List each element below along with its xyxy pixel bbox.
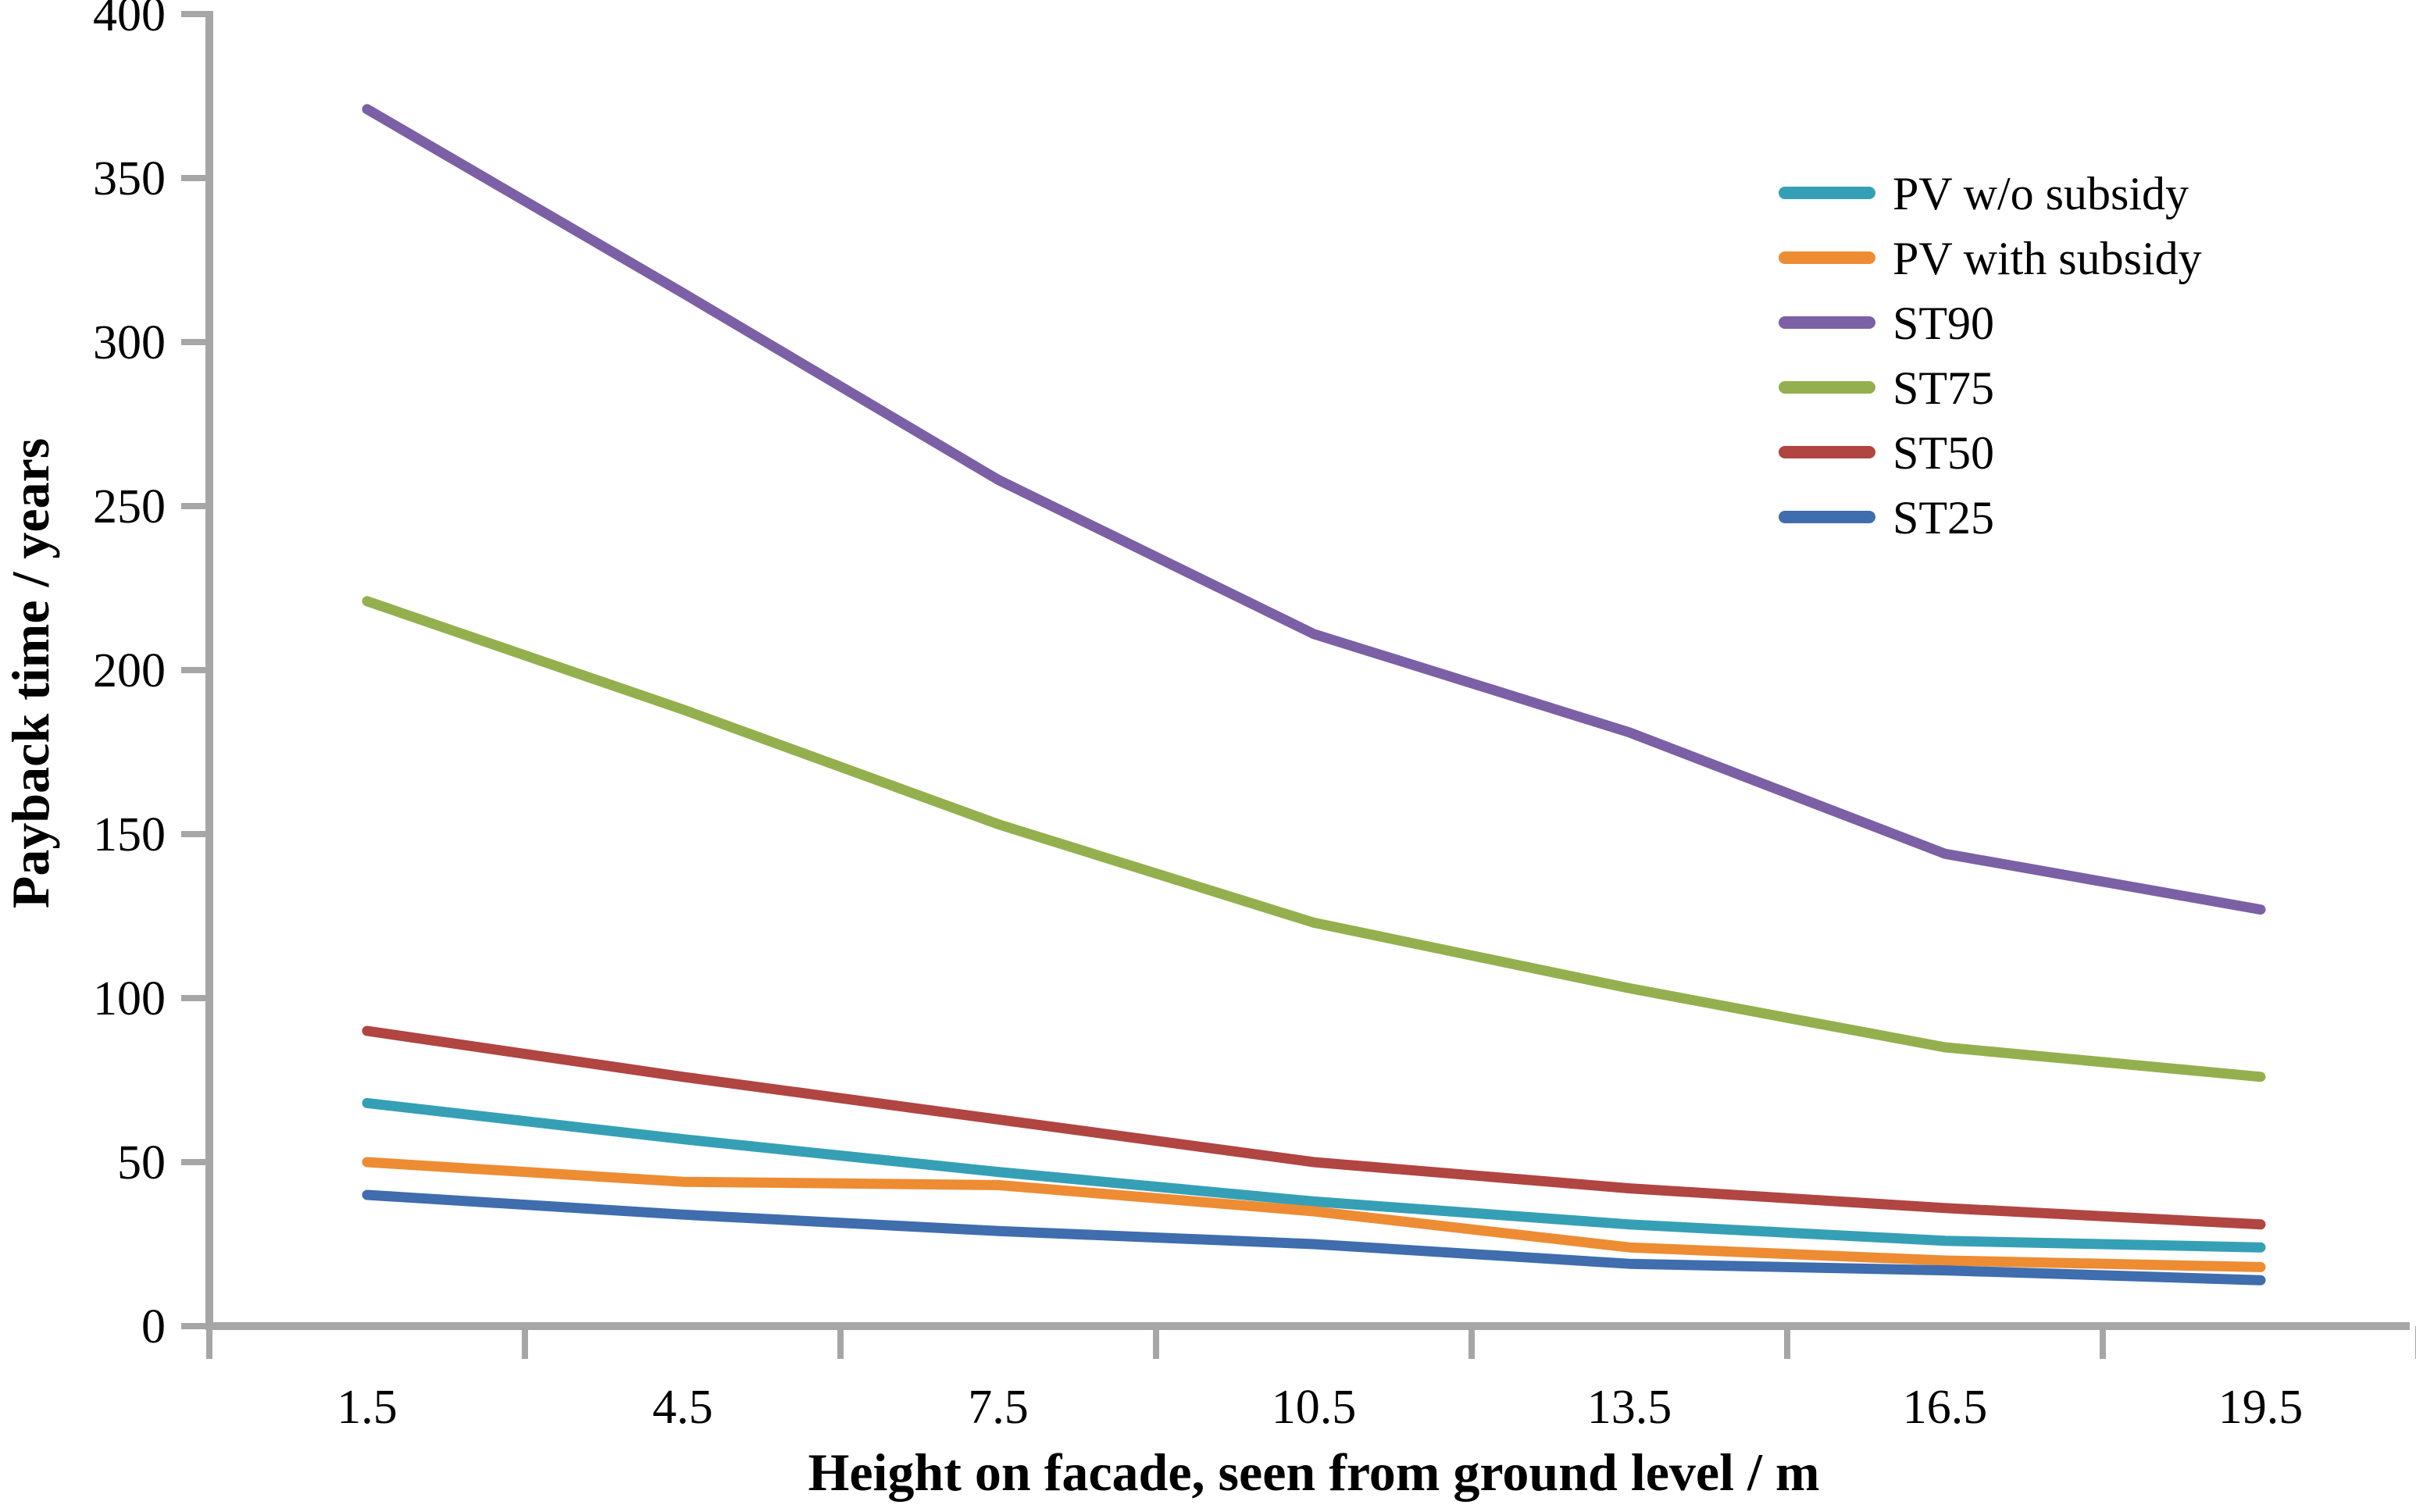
- series-line-st50: [362, 1025, 2266, 1230]
- x-tick-label: 10.5: [1272, 1381, 1357, 1434]
- x-tick-label: 7.5: [968, 1381, 1029, 1434]
- legend-label-st90: ST90: [1893, 298, 1994, 349]
- y-tick-label: 200: [93, 644, 166, 697]
- y-tick-label: 400: [93, 0, 166, 41]
- y-tick-label: 250: [93, 480, 166, 533]
- series-line-st25: [362, 1189, 2266, 1286]
- series-line-st90: [362, 104, 2266, 915]
- y-tick-label: 150: [93, 808, 166, 861]
- y-tick-label: 350: [93, 152, 166, 205]
- legend-label-st50: ST50: [1893, 427, 1994, 479]
- plot-area: 0 50 100 150 200 250 300 350 400 1.5 4.5 7.5 10.5 13.…: [93, 0, 2416, 1434]
- x-tick-label: 4.5: [652, 1381, 713, 1434]
- y-tick-label: 0: [141, 1300, 166, 1353]
- x-tick-label: 1.5: [337, 1381, 398, 1434]
- series-line-pv-w-o-subsidy: [362, 1097, 2266, 1253]
- series-line-pv-with-subsidy: [362, 1157, 2266, 1272]
- legend-label-st25: ST25: [1893, 492, 1994, 544]
- x-tick-label: 19.5: [2218, 1381, 2304, 1434]
- legend-label-st75: ST75: [1893, 362, 1994, 414]
- y-axis-title: Payback time / years: [1, 438, 60, 908]
- y-tick-label: 100: [93, 972, 166, 1025]
- x-tick-label: 13.5: [1587, 1381, 1672, 1434]
- x-tick-label: 16.5: [1903, 1381, 1988, 1434]
- legend-label-pv-w-o-subsidy: PV w/o subsidy: [1893, 168, 2189, 219]
- series-line-st75: [362, 596, 2266, 1082]
- y-tick-label: 50: [117, 1136, 166, 1189]
- legend-label-pv-with-subsidy: PV with subsidy: [1893, 233, 2202, 284]
- x-axis-title: Height on facade, seen from ground level…: [808, 1442, 1819, 1502]
- y-tick-label: 300: [93, 316, 166, 369]
